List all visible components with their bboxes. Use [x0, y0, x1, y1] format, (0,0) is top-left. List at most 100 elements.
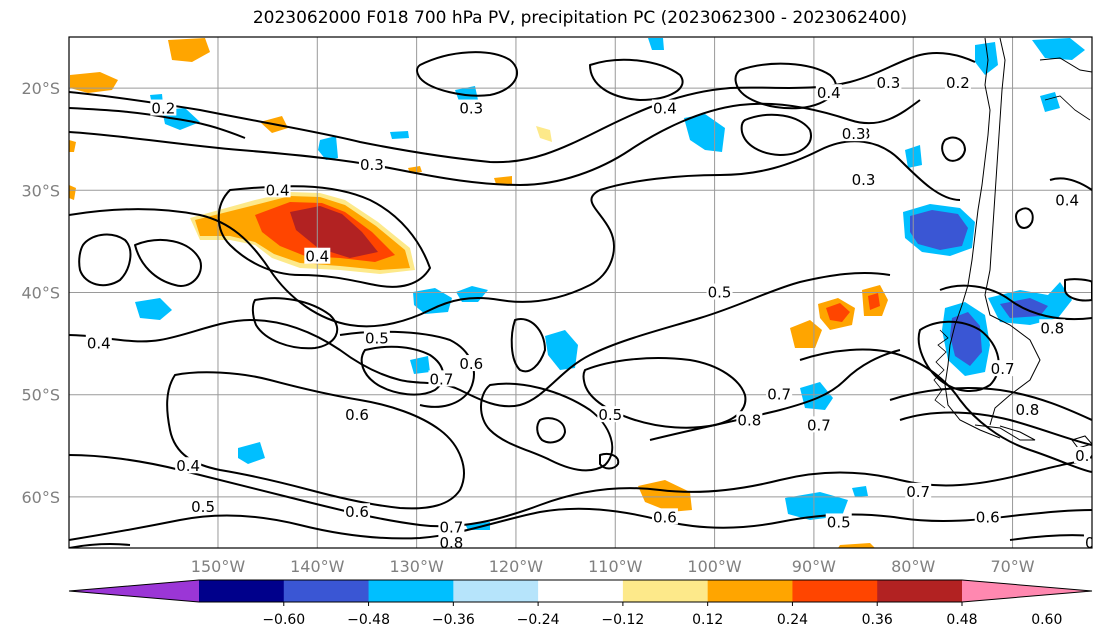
contour-label: 0.6	[459, 355, 483, 373]
contour-label-backdrop	[358, 155, 385, 172]
pv-contour	[1049, 177, 1092, 191]
lon-tick-label: 120°W	[489, 557, 544, 576]
precip-negative-shading	[135, 38, 1085, 530]
colorbar-segment	[453, 580, 539, 602]
pv-contour	[734, 62, 837, 110]
pv-contour	[740, 113, 812, 156]
contour-label-backdrop	[875, 73, 902, 90]
pv-contour	[416, 51, 519, 97]
contour-label: 0.8	[737, 411, 761, 429]
contour-label: 0.8	[1040, 319, 1064, 337]
figure-title: 2023062000 F018 700 hPa PV, precipitatio…	[252, 8, 908, 28]
contour-label: 0.5	[708, 284, 732, 302]
coastline-chile	[944, 37, 1001, 439]
lat-tick-label: 30°S	[21, 181, 60, 200]
pv-contour	[217, 185, 431, 288]
colorbar-tick-label: −0.12	[601, 612, 644, 628]
map-frame	[68, 36, 1093, 549]
lat-lon-grid	[69, 37, 1092, 548]
contour-labels: 0.20.40.30.30.40.30.40.30.30.20.30.40.40…	[85, 73, 1103, 552]
precip-blob	[290, 206, 378, 258]
contour-label-backdrop	[766, 385, 793, 402]
contour-label-backdrop	[944, 73, 971, 90]
precip-blob	[168, 38, 210, 62]
contour-label-backdrop	[438, 518, 465, 535]
coastline-north	[1039, 57, 1092, 73]
precip-blob	[910, 210, 968, 250]
colorbar-segment	[792, 580, 878, 602]
precip-blob	[69, 140, 76, 152]
pv-contour	[480, 382, 614, 472]
coastline-fuego	[974, 424, 1036, 441]
coastline-argentina	[984, 37, 1041, 426]
contour-label: 0.7	[767, 386, 791, 404]
contour-label: 0.4	[305, 248, 329, 266]
colorbar-segment	[368, 580, 454, 602]
contour-label-backdrop	[597, 406, 624, 423]
contour-label-backdrop	[264, 181, 291, 198]
contour-label: 0.3	[360, 156, 384, 174]
precip-blob	[318, 136, 338, 160]
colorbar-segment	[707, 580, 793, 602]
lon-tick-label: 70°W	[990, 557, 1034, 576]
contour-label: 0.4	[653, 100, 677, 118]
contour-label: 0.8	[1016, 401, 1040, 419]
contour-label-backdrop	[1039, 319, 1066, 336]
contour-label: 0.3	[852, 171, 876, 189]
precip-blob	[413, 288, 452, 314]
contour-label-backdrop	[150, 99, 177, 116]
contour-label-backdrop	[905, 482, 932, 499]
pv-contours	[69, 51, 1092, 548]
contour-label-backdrop	[175, 457, 202, 474]
coastline	[933, 37, 1092, 449]
longitude-tick-labels: 150°W 140°W 130°W 120°W 110°W 100°W 90°W 80°W 70…	[191, 557, 1035, 576]
colorbar-segment	[877, 580, 963, 602]
contour-label: 0.2	[946, 74, 970, 92]
contour-label-backdrop	[458, 355, 485, 372]
precip-blob	[826, 303, 850, 322]
contour-label-backdrop	[1083, 533, 1092, 548]
contour-label: 0.6	[653, 508, 677, 526]
colorbar: −0.60 −0.48 −0.36 −0.24 −0.12 0.12 0.24 0.36 0.4…	[68, 579, 1093, 628]
lon-tick-label: 150°W	[191, 557, 246, 576]
contour-label-backdrop	[428, 370, 455, 387]
lat-tick-label: 60°S	[21, 488, 60, 507]
contour-label: 0.5	[1085, 534, 1103, 552]
pv-contour	[1015, 207, 1034, 229]
contour-label: 0.3	[842, 125, 866, 143]
pv-contour	[649, 349, 901, 441]
contour-label-backdrop	[438, 533, 465, 548]
colorbar-segment	[283, 580, 370, 602]
pv-contour	[589, 58, 684, 101]
contour-label: 0.4	[266, 181, 290, 199]
contour-label: 0.2	[151, 100, 175, 118]
colorbar-tick-label: −0.36	[432, 612, 475, 628]
contour-label-backdrop	[458, 99, 485, 116]
pv-contour	[1064, 278, 1092, 302]
coastline-river	[1044, 95, 1091, 121]
contour-label: 0.4	[1075, 447, 1099, 465]
colorbar-tick-label: 0.36	[862, 612, 893, 628]
pv-contour	[69, 507, 1092, 541]
contour-label: 0.3	[459, 100, 483, 118]
precip-blob	[69, 185, 76, 200]
pv-contour	[939, 284, 1092, 321]
precip-blob	[852, 486, 868, 497]
lon-tick-label: 100°W	[687, 557, 742, 576]
contour-label-backdrop	[190, 498, 217, 515]
pv-contour	[510, 318, 546, 373]
colorbar-outline	[68, 579, 1093, 603]
contour-label: 0.4	[1055, 192, 1079, 210]
precip-blob	[975, 42, 998, 75]
contour-label: 0.8	[439, 534, 463, 552]
lon-tick-label: 140°W	[290, 557, 345, 576]
contour-label: 0.7	[439, 519, 463, 537]
coastline-falklands	[1071, 435, 1092, 449]
contour-label-backdrop	[706, 283, 733, 300]
contour-label-backdrop	[651, 508, 678, 525]
pv-contour	[917, 320, 1000, 392]
contour-label-backdrop	[651, 99, 678, 116]
pv-contour	[941, 136, 966, 162]
pv-contour	[360, 345, 445, 396]
